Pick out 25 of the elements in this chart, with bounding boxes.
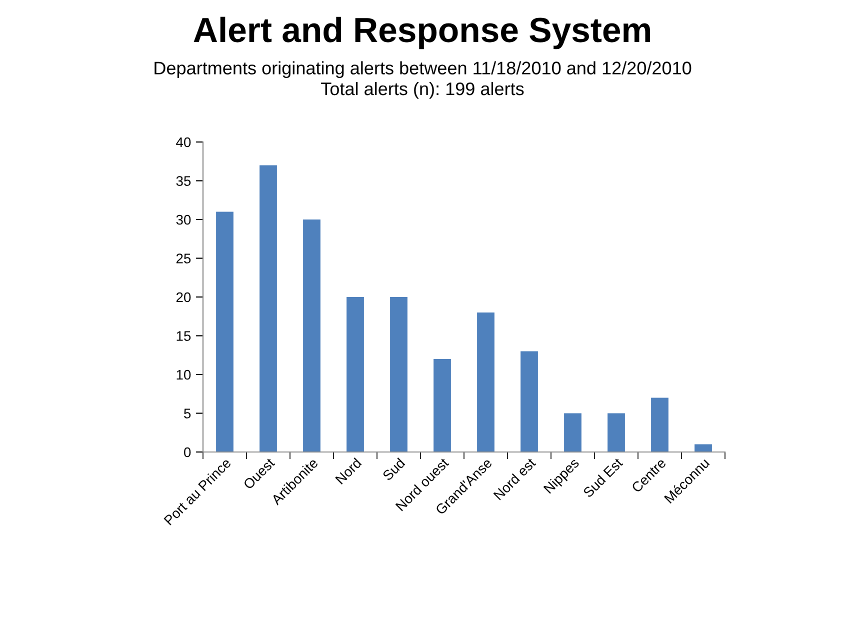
bar — [390, 297, 408, 452]
y-tick-label: 30 — [176, 214, 191, 225]
chart-subtitle: Departments originating alerts between 11/18/2010 and 12/20/2010 Total alerts (n): 199 alerts — [154, 61, 692, 99]
bar — [477, 312, 494, 452]
bar — [608, 413, 625, 452]
bar — [260, 165, 277, 452]
bar — [303, 220, 320, 452]
bar — [694, 444, 712, 452]
y-tick-label: 25 — [176, 254, 191, 264]
x-tick-label: Sud Est — [582, 456, 624, 498]
y-tick-label: 40 — [176, 137, 191, 148]
bar — [651, 398, 668, 452]
bar — [520, 351, 538, 452]
y-tick-label: 0 — [184, 447, 191, 458]
chart-title: Alert and Response System — [194, 16, 650, 50]
bar — [346, 297, 364, 452]
y-tick-label: 5 — [184, 408, 191, 418]
y-tick-label: 20 — [176, 292, 191, 302]
bar — [216, 212, 234, 452]
y-tick-label: 35 — [176, 176, 191, 186]
y-tick-label: 10 — [176, 370, 191, 380]
x-tick-label: Sud — [382, 457, 406, 482]
bar — [564, 413, 582, 452]
bar — [434, 359, 451, 452]
y-tick-label: 15 — [176, 331, 191, 341]
